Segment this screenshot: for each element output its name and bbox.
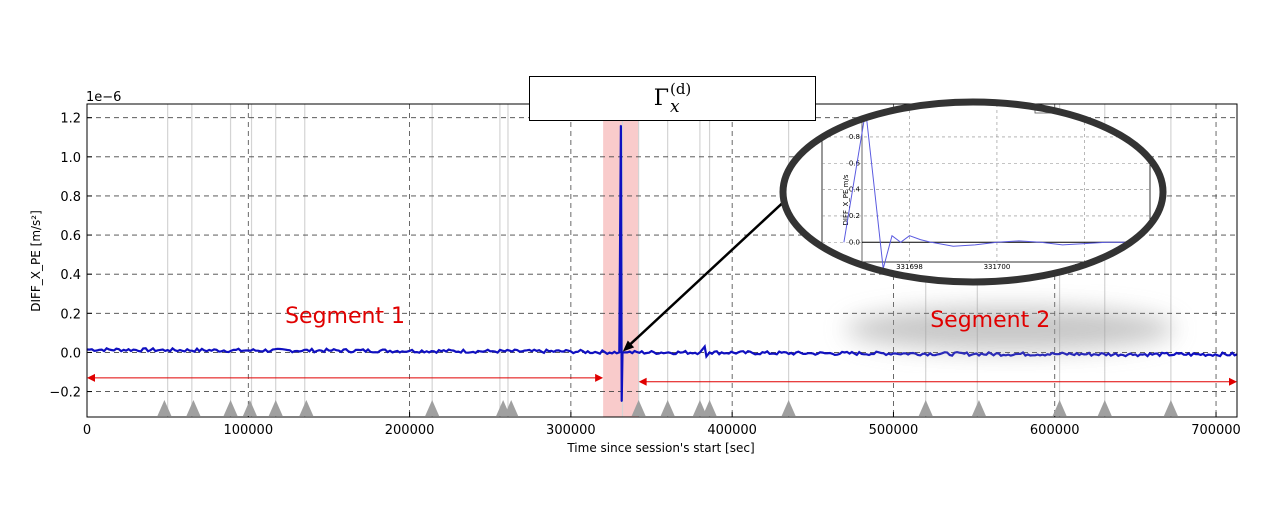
series-point <box>621 351 624 354</box>
series-line <box>86 125 1238 402</box>
series-point <box>705 355 707 357</box>
y-tick-label: 1.0 <box>60 151 81 166</box>
formula-superscript: (d) <box>669 79 692 98</box>
segment-label: Segment 1 <box>285 304 405 329</box>
event-marker <box>186 400 201 416</box>
event-marker <box>504 400 519 416</box>
segment-arrow-head <box>638 377 647 386</box>
inset-y-tick: 0.8 <box>849 133 860 141</box>
zoom-pointer-head <box>622 340 635 352</box>
series-point <box>247 349 249 352</box>
event-marker <box>223 400 238 416</box>
series-point <box>620 124 622 127</box>
inset-y-tick: 0.2 <box>849 212 860 220</box>
x-tick-label: 600000 <box>1030 423 1080 438</box>
series-point <box>1134 353 1136 355</box>
inset-background <box>783 102 1163 282</box>
event-marker <box>781 400 796 416</box>
event-marker <box>660 400 675 416</box>
inset-y-label: DIFF_X_PE m/s <box>842 174 850 225</box>
event-marker <box>1163 400 1178 416</box>
event-marker <box>1097 400 1112 416</box>
tick-layer: 0 100000 200000 300000 400000 500000 600000 700… <box>49 112 1240 438</box>
segment-arrow-head <box>87 373 95 382</box>
segment-arrow-head <box>1229 377 1237 386</box>
y-axis-label: DIFF_X_PE [m/s²] <box>29 210 43 312</box>
y-tick-label: 0.0 <box>60 346 81 361</box>
event-marker <box>971 400 986 416</box>
event-marker <box>918 400 933 416</box>
event-marker <box>631 400 646 416</box>
inset-y-tick: 0.0 <box>849 238 860 246</box>
segment-label: Segment 2 <box>930 308 1050 333</box>
series-point <box>812 352 814 355</box>
y-tick-label: 0.8 <box>60 190 81 205</box>
series-point <box>704 345 706 348</box>
segment-arrow-head <box>595 373 604 382</box>
series-point <box>408 350 411 352</box>
label-shadow <box>845 306 1176 351</box>
series-point <box>1054 353 1056 355</box>
event-marker <box>425 400 440 416</box>
formula-label: Γ (d) x <box>529 76 816 121</box>
event-marker <box>299 400 314 416</box>
series-point <box>570 350 572 353</box>
formula-subscript: x <box>669 96 680 117</box>
y-tick-label: 0.2 <box>60 307 81 322</box>
x-axis-label: Time since session's start [sec] <box>566 441 754 455</box>
event-marker <box>242 400 257 416</box>
y-tick-label: 0.6 <box>60 229 81 244</box>
y-tick-label: 0.4 <box>60 268 81 283</box>
y-tick-label: 1.2 <box>60 112 81 127</box>
x-tick-label: 0 <box>83 423 91 438</box>
event-lines-layer <box>167 104 1172 417</box>
y-tick-label: −0.2 <box>49 386 81 401</box>
inset-x-tick: 331700 <box>984 263 1011 271</box>
event-marker <box>702 400 717 416</box>
series-point <box>618 351 620 354</box>
event-marker <box>692 400 707 416</box>
series-point <box>328 349 330 352</box>
inset-x-tick: 331698 <box>896 263 923 271</box>
inset-y-tick: 0.6 <box>849 159 861 167</box>
event-marker <box>268 400 283 416</box>
series-point <box>708 351 711 354</box>
series-point <box>973 353 975 355</box>
inset-ring <box>779 98 1167 286</box>
event-marker <box>157 400 172 416</box>
x-tick-label: 200000 <box>385 423 435 438</box>
x-tick-label: 400000 <box>707 423 757 438</box>
annotation-layer: Segment 1 Segment 2 <box>87 304 1237 386</box>
series-point <box>892 352 895 355</box>
y-offset-label: 1e−6 <box>86 90 121 105</box>
formula-symbol: Γ <box>653 86 669 111</box>
zoom-pointer-line <box>626 195 791 349</box>
x-tick-label: 700000 <box>1191 423 1241 438</box>
x-tick-label: 500000 <box>869 423 919 438</box>
series-point <box>621 400 623 402</box>
event-marker <box>1052 400 1067 416</box>
x-tick-label: 300000 <box>546 423 596 438</box>
series-point <box>626 351 628 354</box>
series-point <box>699 351 701 354</box>
series-point <box>167 349 169 351</box>
x-tick-label: 100000 <box>223 423 273 438</box>
series-point <box>489 350 491 352</box>
series-layer <box>86 124 1238 402</box>
inset-series-line <box>843 110 1129 269</box>
event-markers-layer <box>157 400 1178 416</box>
inset-y-tick: 0.4 <box>849 186 861 194</box>
